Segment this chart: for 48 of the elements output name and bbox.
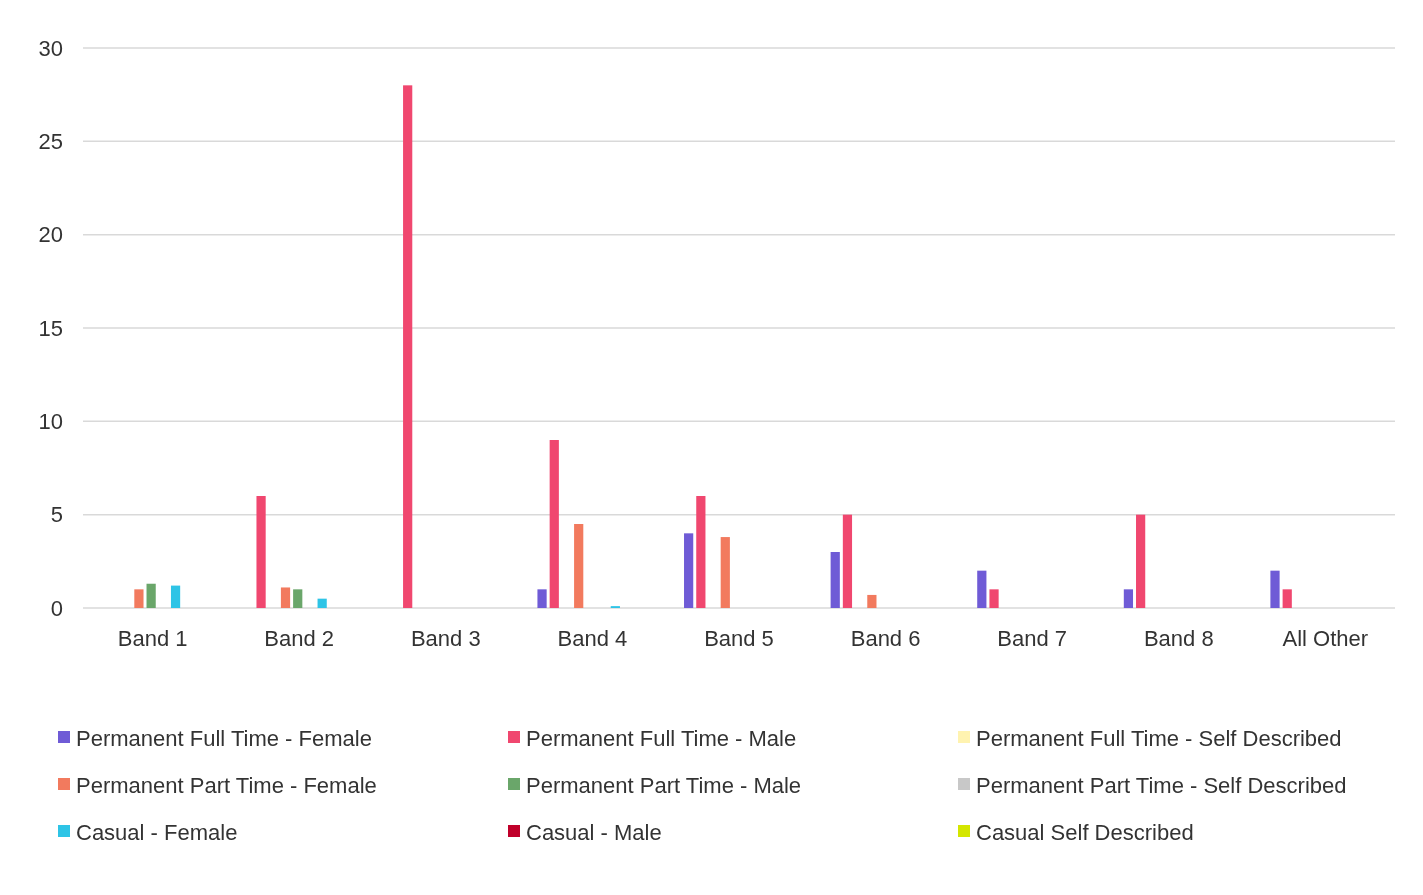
legend-label: Permanent Part Time - Female [76,772,377,798]
x-tick-label: Band 7 [997,626,1068,651]
x-tick-label: Band 6 [850,626,921,651]
bar [720,537,730,608]
x-tick-label: Band 8 [1143,626,1214,651]
bar [842,514,853,608]
x-tick-label: Band 1 [117,626,188,651]
bar [1270,570,1280,608]
y-tick-label: 10 [38,409,63,435]
bar [280,587,291,608]
bar [403,85,413,608]
y-tick-label: 20 [38,222,63,248]
x-tick-label: Band 4 [557,626,628,651]
legend-label: Casual Self Described [976,819,1194,845]
bar [293,589,303,608]
bar [977,570,987,608]
legend-label: Permanent Part Time - Self Described [976,772,1347,798]
legend-label: Permanent Full Time - Male [526,725,797,751]
bar [1136,514,1146,608]
bar [146,583,156,608]
bar [1123,589,1134,608]
bar [867,594,877,608]
y-tick-label: 0 [50,595,63,621]
legend-label: Casual - Male [526,819,662,845]
y-tick-label: 30 [38,35,63,61]
bar [170,585,181,608]
bar [317,598,327,608]
legend-label: Permanent Full Time - Female [76,725,372,751]
legend-label: Permanent Part Time - Male [526,772,802,798]
bar [549,440,559,608]
x-tick-label: All Other [1282,626,1369,651]
bar [696,496,706,608]
legend-label: Permanent Full Time - Self Described [976,725,1342,751]
x-tick-label: Band 3 [410,626,481,651]
bar [134,589,144,608]
bar [830,552,840,608]
bar [574,524,584,608]
y-tick-label: 5 [50,502,63,528]
bar [1282,589,1292,608]
x-tick-label: Band 2 [264,626,335,651]
bar [989,589,999,608]
bar [537,589,547,608]
y-tick-label: 15 [38,315,63,341]
bar [256,496,266,608]
legend-label: Casual - Female [76,819,238,845]
x-tick-label: Band 5 [704,626,774,651]
bar [684,533,694,608]
y-tick-label: 25 [38,129,63,155]
